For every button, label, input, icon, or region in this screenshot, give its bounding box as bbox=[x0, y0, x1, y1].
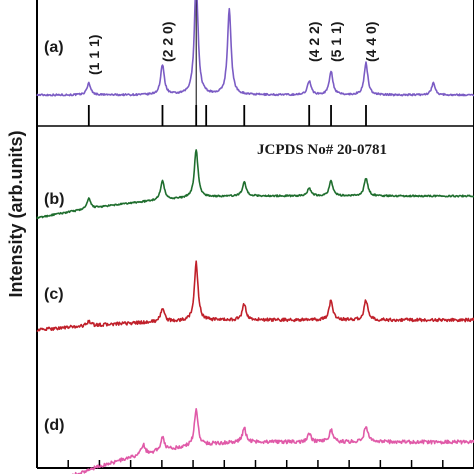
series-traces bbox=[36, 0, 474, 474]
series-labels: (a) (b) (c) (d) bbox=[44, 39, 64, 434]
series-label: (c) bbox=[44, 286, 64, 303]
series-line bbox=[36, 149, 474, 220]
series-line bbox=[36, 0, 474, 97]
series-label: (a) bbox=[44, 39, 64, 56]
y-axis-title: Intensity (arb.units) bbox=[6, 130, 26, 297]
series-label: (d) bbox=[44, 417, 64, 434]
hkl-label: (4 2 2) bbox=[306, 22, 322, 62]
series-label: (b) bbox=[44, 191, 64, 208]
hkl-labels: (1 1 1) (2 2 0) (4 2 2) (5 1 1) (4 4 0) bbox=[86, 22, 379, 75]
hkl-label: (4 4 0) bbox=[363, 22, 379, 62]
series-line bbox=[71, 408, 474, 474]
reference-card-label: JCPDS No# 20-0781 bbox=[257, 142, 387, 158]
reference-sticks bbox=[87, 0, 367, 126]
hkl-label: (5 1 1) bbox=[328, 22, 344, 62]
hkl-label: (1 1 1) bbox=[86, 35, 102, 75]
series-line bbox=[36, 260, 474, 333]
hkl-label: (2 2 0) bbox=[159, 22, 175, 62]
